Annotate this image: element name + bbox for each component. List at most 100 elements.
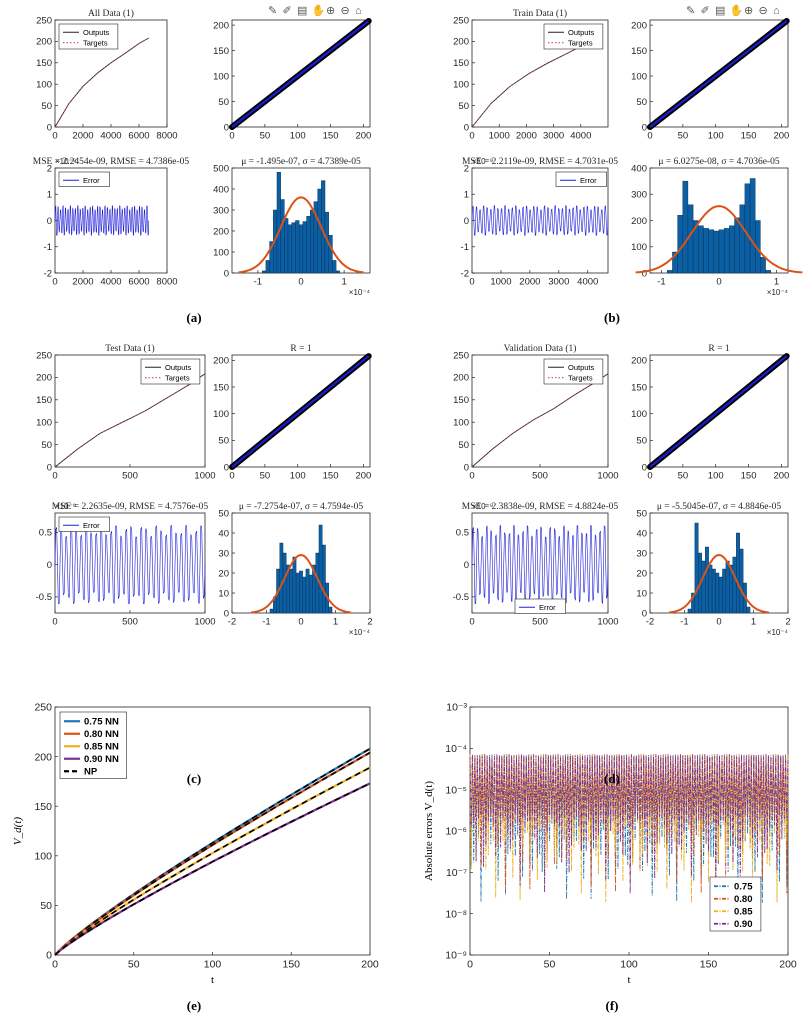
y-tick-label: 50: [458, 101, 469, 112]
legend-label: 0.90 NN: [84, 754, 119, 765]
hist-bar: [315, 552, 320, 614]
y-tick-label: 0: [464, 462, 469, 473]
hist-bar: [332, 260, 337, 274]
figure-toolbar: ✎ ✐ ▤ ✋ ⊕ ⊖ ⌂: [268, 4, 362, 17]
y-tick-label: 10⁻⁸: [445, 908, 467, 920]
pan-hand-icon[interactable]: ✋: [312, 4, 326, 17]
x-tick-label: 0: [469, 617, 474, 628]
save-icon[interactable]: ▤: [715, 5, 725, 17]
axis-exponent: ×10⁻⁹: [472, 157, 493, 166]
legend: [555, 171, 607, 187]
chart-a4: -1 0 1 0 100 200 300 400 500 μ = -1.495e-07, σ = …: [213, 157, 370, 297]
hist-bar: [289, 568, 294, 614]
legend-label: 0.85 NN: [84, 742, 119, 753]
x-tick-label: 1000: [597, 617, 618, 628]
x-tick-label: 200: [361, 959, 379, 971]
legend-label: Error: [580, 176, 597, 185]
hist-bar: [715, 572, 720, 614]
y-tick-label: 500: [213, 163, 229, 174]
y-tick-label: 10: [636, 588, 647, 599]
y-tick-label: 0: [642, 268, 647, 279]
hist-bar: [718, 229, 725, 274]
zoom-in-icon[interactable]: ⊕: [744, 5, 753, 17]
y-tick-label: 250: [34, 702, 52, 714]
chart-title: μ = -7.2754e-07, σ = 4.7594e-05: [239, 502, 364, 512]
x-tick-label: 4000: [577, 277, 598, 288]
y-tick-label: 0: [46, 950, 52, 962]
x-tick-label: -1: [254, 277, 262, 288]
x-tick-label: 0: [716, 617, 721, 628]
y-tick-label: 50: [218, 508, 229, 519]
x-tick-label: 1: [341, 277, 346, 288]
zoom-in-icon[interactable]: ⊕: [326, 5, 335, 17]
y-tick-label: 150: [453, 395, 469, 406]
y-tick-label: 50: [40, 900, 52, 912]
x-tick-label: 0: [647, 471, 652, 482]
hist-bar: [722, 568, 727, 614]
y-tick-label: 2: [464, 163, 469, 174]
y-tick-label: 250: [453, 15, 469, 26]
y-tick-label: 300: [631, 190, 647, 201]
home-icon[interactable]: ⌂: [773, 5, 780, 17]
y-tick-label: 0: [464, 122, 469, 133]
y-tick-label: 0: [224, 608, 229, 619]
eraser-icon[interactable]: ✐: [701, 5, 710, 17]
x-tick-label: 2: [785, 617, 790, 628]
chart-title: Test Data (1): [105, 343, 154, 354]
y-tick-label: 50: [636, 97, 647, 108]
legend-label: Outputs: [83, 28, 110, 37]
y-tick-label: 1: [464, 190, 469, 201]
x-tick-label: 50: [678, 471, 689, 482]
y-tick-label: 0: [47, 216, 52, 227]
zoom-out-icon[interactable]: ⊖: [759, 5, 768, 17]
legend-label: Error: [83, 521, 100, 530]
y-tick-label: 250: [36, 350, 52, 361]
y-tick-label: 0: [47, 122, 52, 133]
legend-label: Targets: [83, 38, 108, 47]
targets-line: [471, 373, 609, 468]
home-icon[interactable]: ⌂: [355, 5, 362, 17]
axis-exponent: ×10⁻⁹: [55, 502, 76, 511]
y-tick-label: 200: [34, 751, 52, 763]
y-tick-label: 150: [34, 801, 52, 813]
brush-icon[interactable]: ✎: [268, 5, 277, 17]
y-tick-label: 100: [213, 409, 229, 420]
pan-hand-icon[interactable]: ✋: [730, 4, 744, 17]
chart-e: 0 50 100 150 200 0 50 100 150 200 250 t V_d(t) 0.75 N…: [12, 702, 379, 986]
np-dashed-line: [54, 782, 371, 956]
y-tick-label: 200: [453, 37, 469, 48]
y-tick-label: 50: [636, 508, 647, 519]
y-tick-label: 10⁻⁹: [445, 950, 467, 962]
np-dashed-line: [54, 751, 371, 956]
x-tick-label: 100: [708, 131, 724, 142]
error-line: [54, 524, 206, 605]
y-tick-label: 200: [453, 373, 469, 384]
hist-bar: [280, 199, 285, 274]
normal-fit-curve: [668, 553, 770, 614]
y-tick-label: 150: [213, 382, 229, 393]
zoom-out-icon[interactable]: ⊖: [341, 5, 350, 17]
normal-fit-curve: [238, 196, 364, 274]
hist-bar: [328, 606, 333, 614]
brush-icon[interactable]: ✎: [686, 5, 695, 17]
save-icon[interactable]: ▤: [297, 5, 307, 17]
y-tick-label: 200: [213, 226, 229, 237]
chart-b4: -1 0 1 0 100 200 300 400 μ = 6.0275e-08, σ = 4.7…: [631, 157, 803, 297]
error-line: [471, 524, 609, 605]
hist-bar: [265, 260, 270, 274]
eraser-icon[interactable]: ✐: [283, 5, 292, 17]
y-tick-label: 0: [224, 462, 229, 473]
legend: [543, 23, 604, 50]
legend-label: Outputs: [165, 363, 192, 372]
y-tick-label: 100: [631, 409, 647, 420]
legend: [58, 516, 110, 532]
x-tick-label: 0: [469, 471, 474, 482]
legend-label: 0.75 NN: [84, 717, 119, 728]
axis-exponent: ×10⁻⁹: [55, 157, 76, 166]
fit-line: [649, 20, 788, 128]
axis-exponent: ×10⁻⁴: [767, 628, 789, 637]
y-tick-label: 50: [458, 440, 469, 451]
y-tick-label: 1: [47, 190, 52, 201]
hist-bar: [322, 544, 326, 614]
